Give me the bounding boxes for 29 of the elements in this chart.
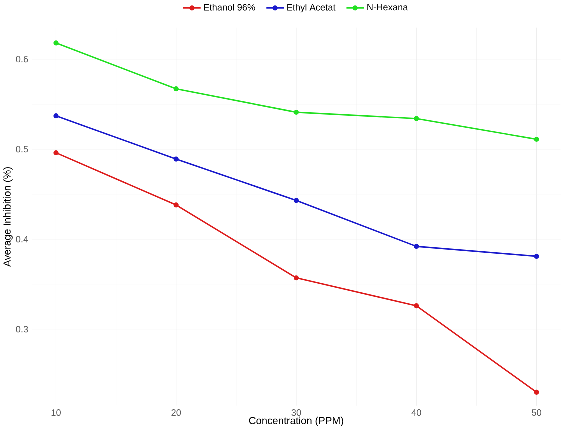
y-axis-title: Average Inhibition (%)	[3, 168, 13, 268]
x-tick-label: 40	[412, 410, 422, 416]
point	[54, 114, 59, 119]
legend-label: Ethanol 96%	[204, 4, 256, 11]
legend-label: Ethyl Acetat	[288, 4, 336, 13]
point	[294, 276, 300, 281]
y-tick-label: 0.5	[16, 146, 28, 153]
x-axis-title: Concentration (PPM)	[249, 417, 344, 427]
legend-label: N-Hexana	[368, 4, 408, 11]
point	[414, 116, 420, 122]
y-tick-label: 0.6	[16, 56, 28, 63]
point	[414, 304, 420, 309]
y-tick-label: 0.4	[16, 236, 28, 243]
x-tick-label: 30	[292, 410, 302, 416]
point	[54, 40, 59, 46]
y-tick-label: 0.3	[16, 326, 28, 333]
point	[174, 156, 179, 162]
point	[414, 244, 420, 250]
point	[294, 198, 300, 204]
point	[174, 202, 179, 208]
x-tick-label: 10	[52, 410, 61, 416]
x-tick-label: 20	[172, 410, 182, 416]
point	[534, 390, 540, 396]
point	[534, 137, 540, 142]
point	[534, 254, 540, 260]
x-tick-label: 50	[532, 410, 542, 416]
point	[294, 110, 300, 116]
point	[54, 150, 59, 156]
point	[174, 86, 179, 92]
